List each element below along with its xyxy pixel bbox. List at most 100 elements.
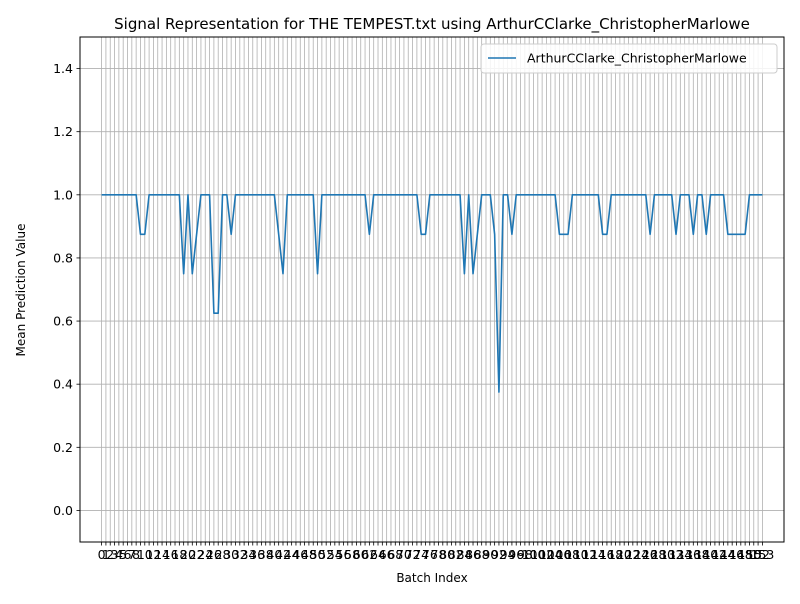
- x-tick-label-overlap: 84: [456, 547, 472, 562]
- x-tick-label-overlap: 58: [344, 547, 360, 562]
- x-tick-label-overlap: 26: [206, 547, 222, 562]
- x-tick-label-overlap: 108: [556, 547, 580, 562]
- x-tick-label-overlap: 148: [729, 547, 753, 562]
- x-tick-label-overlap: 140: [694, 547, 718, 562]
- x-tick-label-overlap: 36: [249, 547, 265, 562]
- y-axis-label: Mean Prediction Value: [14, 224, 28, 357]
- y-tick-label: 0.6: [53, 314, 73, 329]
- x-tick-label-overlap: 74: [413, 547, 429, 562]
- x-tick-label: 0: [98, 547, 106, 562]
- x-tick-label-overlap: 48: [301, 547, 317, 562]
- x-tick-label-overlap: 92: [491, 547, 507, 562]
- x-tick-label-overlap: 60: [353, 547, 369, 562]
- x-tick-label-overlap: 152: [746, 547, 770, 562]
- y-tick-label: 0.2: [53, 440, 73, 455]
- x-tick-label-overlap: 88: [474, 547, 490, 562]
- x-axis-label: Batch Index: [396, 571, 467, 585]
- x-tick-label-overlap: 14: [154, 547, 170, 562]
- x-tick-label: 2: [106, 547, 114, 562]
- x-tick-label-overlap: 32: [232, 547, 248, 562]
- y-axis-ticks: 0.0 0.2 0.4 0.6 0.8 1.0 1.2 1.4: [53, 61, 80, 518]
- chart-title: Signal Representation for THE TEMPEST.tx…: [114, 15, 750, 34]
- x-tick-label-overlap: 50: [310, 547, 326, 562]
- y-tick-label: 1.4: [53, 61, 73, 76]
- x-tick-label-overlap: 66: [379, 547, 395, 562]
- x-tick-label-overlap: 102: [530, 547, 554, 562]
- y-tick-label: 1.0: [53, 187, 73, 202]
- x-tick-label-overlap: 42: [275, 547, 291, 562]
- x-tick-label-overlap: 46: [292, 547, 308, 562]
- grid: [80, 37, 784, 542]
- x-tick-label-overlap: 120: [608, 547, 632, 562]
- x-tick-label-overlap: 80: [439, 547, 455, 562]
- x-tick-label-overlap: 28: [215, 547, 231, 562]
- x-tick-label-overlap: 22: [189, 547, 205, 562]
- y-tick-label: 0.8: [53, 250, 73, 265]
- x-tick-label-overlap: 76: [422, 547, 438, 562]
- x-tick-label-overlap: 150: [738, 547, 762, 562]
- x-tick-label-overlap: 24: [197, 547, 213, 562]
- x-tick-label-overlap: 78: [431, 547, 447, 562]
- x-tick-label-overlap: 136: [677, 547, 701, 562]
- y-tick-label: 1.2: [53, 124, 73, 139]
- y-tick-label: 0.0: [53, 503, 73, 518]
- x-tick-label-overlap: 70: [396, 547, 412, 562]
- x-tick-label-overlap: 30: [223, 547, 239, 562]
- x-tick-label-overlap: 144: [712, 547, 736, 562]
- legend-entry-label: ArthurCClarke_ChristopherMarlowe: [527, 51, 747, 66]
- x-tick-label-overlap: 16: [163, 547, 179, 562]
- x-tick-label-overlap: 126: [634, 547, 658, 562]
- series-layer: [101, 194, 763, 393]
- x-tick-label-overlap: 94: [500, 547, 516, 562]
- x-tick-label-overlap: 134: [668, 547, 692, 562]
- x-tick-label-overlap: 10: [137, 547, 153, 562]
- x-tick-label-overlap: 62: [361, 547, 377, 562]
- x-tick-label-overlap: 68: [387, 547, 403, 562]
- x-tick-label-overlap: 130: [651, 547, 675, 562]
- plot-frame: [79, 36, 785, 543]
- x-tick-label-overlap: 96: [508, 547, 524, 562]
- legend: ArthurCClarke_ChristopherMarlowe: [480, 43, 778, 74]
- legend-box: [480, 43, 778, 74]
- x-axis-ticks: 0123456781012141618202224262830323436384…: [98, 542, 774, 562]
- x-tick-label-overlap: 72: [405, 547, 421, 562]
- x-tick-label-overlap: 54: [327, 547, 343, 562]
- x-tick-label-overlap: 138: [686, 547, 710, 562]
- x-tick-label-overlap: 20: [180, 547, 196, 562]
- x-tick-label-overlap: 124: [625, 547, 649, 562]
- x-tick-label-overlap: 82: [448, 547, 464, 562]
- x-tick-label: 3: [111, 547, 119, 562]
- x-tick-label-overlap: 100: [522, 547, 546, 562]
- x-tick-label-overlap: 110: [565, 547, 589, 562]
- x-tick-label-overlap: 118: [599, 547, 623, 562]
- x-tick-label-overlap: 132: [660, 547, 684, 562]
- x-tick-label: 5: [119, 547, 127, 562]
- x-tick-label-overlap: 44: [284, 547, 300, 562]
- series-line: [101, 194, 763, 393]
- x-tick-label: 6: [124, 547, 132, 562]
- x-tick-label: 7: [128, 547, 136, 562]
- x-tick-label: 4: [115, 547, 123, 562]
- x-tick-label-overlap: 114: [582, 547, 606, 562]
- x-tick-label-overlap: 56: [336, 547, 352, 562]
- x-tick-label-overlap: 38: [258, 547, 274, 562]
- x-tick-label: 8: [132, 547, 140, 562]
- y-tick-label: 0.4: [53, 377, 73, 392]
- x-tick-label-overlap: 142: [703, 547, 727, 562]
- x-tick-label-overlap: 104: [539, 547, 563, 562]
- x-tick-label-overlap: 98: [517, 547, 533, 562]
- x-tick-label: 153: [750, 547, 774, 562]
- x-tick-label-overlap: 146: [720, 547, 744, 562]
- x-tick-label-overlap: 116: [591, 547, 615, 562]
- x-tick-label-overlap: 18: [171, 547, 187, 562]
- x-tick-label-overlap: 106: [547, 547, 571, 562]
- x-tick-label-overlap: 64: [370, 547, 386, 562]
- x-tick-label: 1: [102, 547, 110, 562]
- x-tick-label-overlap: 128: [642, 547, 666, 562]
- x-tick-label-overlap: 122: [617, 547, 641, 562]
- x-tick-label-overlap: 52: [318, 547, 334, 562]
- x-tick-label-overlap: 40: [266, 547, 282, 562]
- x-tick-label-overlap: 34: [240, 547, 256, 562]
